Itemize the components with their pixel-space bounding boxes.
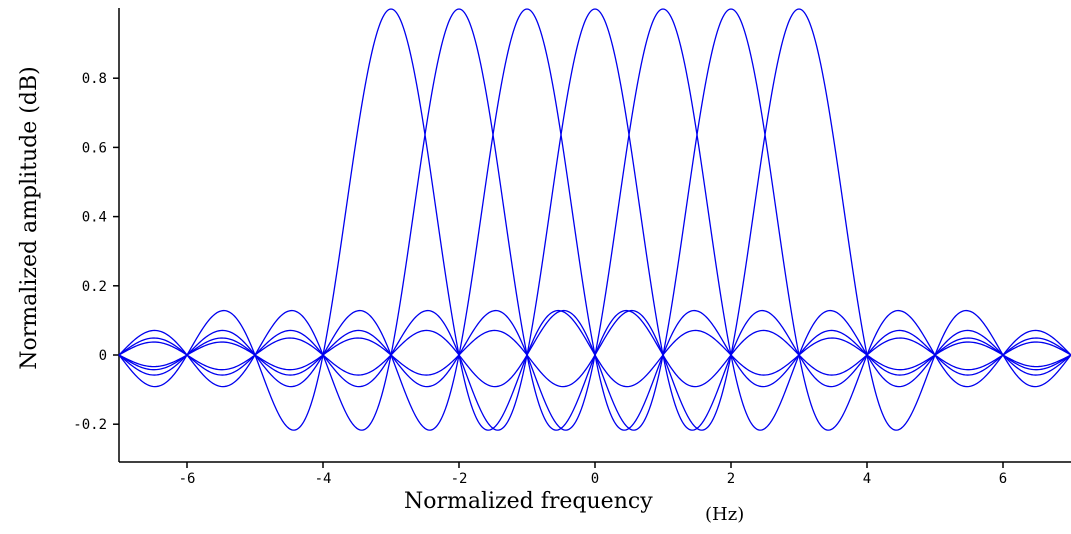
- y-axis-title: Normalized amplitude (dB): [17, 66, 42, 369]
- sinc-series-line-5: [118, 8, 1071, 431]
- x-ticks: -6 -4 -2 0 2 4 6: [179, 462, 1007, 487]
- series-group: [118, 8, 1071, 431]
- x-axis-title: Normalized frequency: [404, 489, 653, 514]
- y-ticks: -0.2 0 0.2 0.4 0.6 0.8: [73, 71, 119, 433]
- x-tick-label: -2: [451, 471, 468, 487]
- y-tick-label: 0: [99, 348, 107, 364]
- plot-area: -0.2 0 0.2 0.4 0.6 0.8 -6 -4 -2 0 2 4 6: [73, 8, 1071, 487]
- x-tick-label: -6: [179, 471, 196, 487]
- y-tick-label: -0.2: [73, 417, 107, 433]
- sinc-series-line-0: [118, 8, 1071, 431]
- sinc-series-line-1: [118, 8, 1071, 431]
- x-tick-label: -4: [315, 471, 332, 487]
- y-tick-label: 0.6: [82, 140, 107, 156]
- y-tick-label: 0.4: [82, 210, 107, 226]
- sinc-series-line-2: [118, 8, 1071, 431]
- x-tick-label: 4: [863, 471, 871, 487]
- x-tick-label: 2: [727, 471, 735, 487]
- x-tick-label: 0: [591, 471, 599, 487]
- sinc-series-line-4: [118, 8, 1071, 431]
- y-tick-label: 0.2: [82, 279, 107, 295]
- x-axis-unit: (Hz): [705, 504, 744, 525]
- x-tick-label: 6: [999, 471, 1007, 487]
- sinc-series-line-6: [118, 8, 1071, 431]
- sinc-series-line-3: [118, 8, 1071, 431]
- y-tick-label: 0.8: [82, 71, 107, 87]
